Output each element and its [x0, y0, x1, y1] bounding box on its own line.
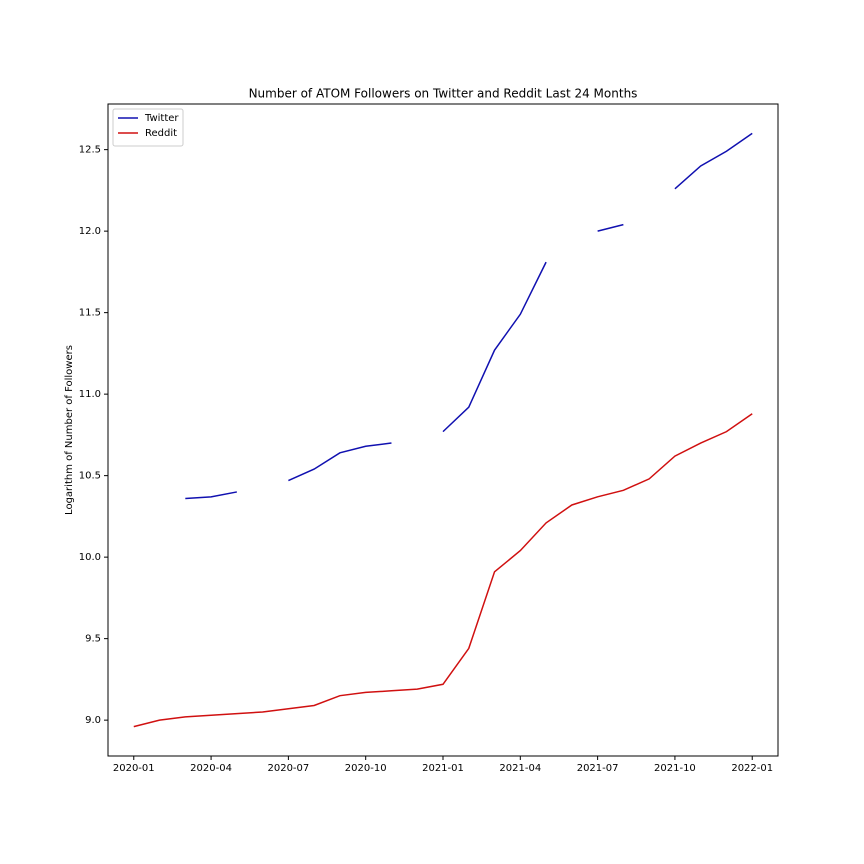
y-tick-label: 9.5	[85, 634, 101, 645]
x-tick-label: 2021-01	[422, 763, 464, 774]
x-tick-label: 2020-04	[190, 763, 232, 774]
y-tick-label: 12.0	[79, 226, 101, 237]
x-tick-label: 2020-07	[267, 763, 309, 774]
plot-frame	[107, 103, 779, 757]
y-tick-label: 11.0	[79, 389, 101, 400]
y-axis-label: Logarithm of Number of Followers	[64, 345, 75, 515]
x-tick-label: 2022-01	[731, 763, 773, 774]
y-tick-label: 9.0	[85, 715, 101, 726]
y-tick-label: 12.5	[79, 145, 101, 156]
x-tick-label: 2021-10	[654, 763, 696, 774]
y-tick-label: 10.0	[79, 552, 101, 563]
x-tick-label: 2020-10	[345, 763, 387, 774]
x-tick-label: 2020-01	[113, 763, 155, 774]
x-tick-label: 2021-07	[577, 763, 619, 774]
y-tick-label: 10.5	[79, 471, 101, 482]
legend-label: Twitter	[144, 113, 179, 124]
y-tick-label: 11.5	[79, 308, 101, 319]
series-line	[185, 132, 753, 500]
series-line	[133, 413, 753, 728]
x-tick-label: 2021-04	[499, 763, 541, 774]
legend-label: Reddit	[145, 128, 177, 139]
chart-title: Number of ATOM Followers on Twitter and …	[249, 87, 638, 101]
